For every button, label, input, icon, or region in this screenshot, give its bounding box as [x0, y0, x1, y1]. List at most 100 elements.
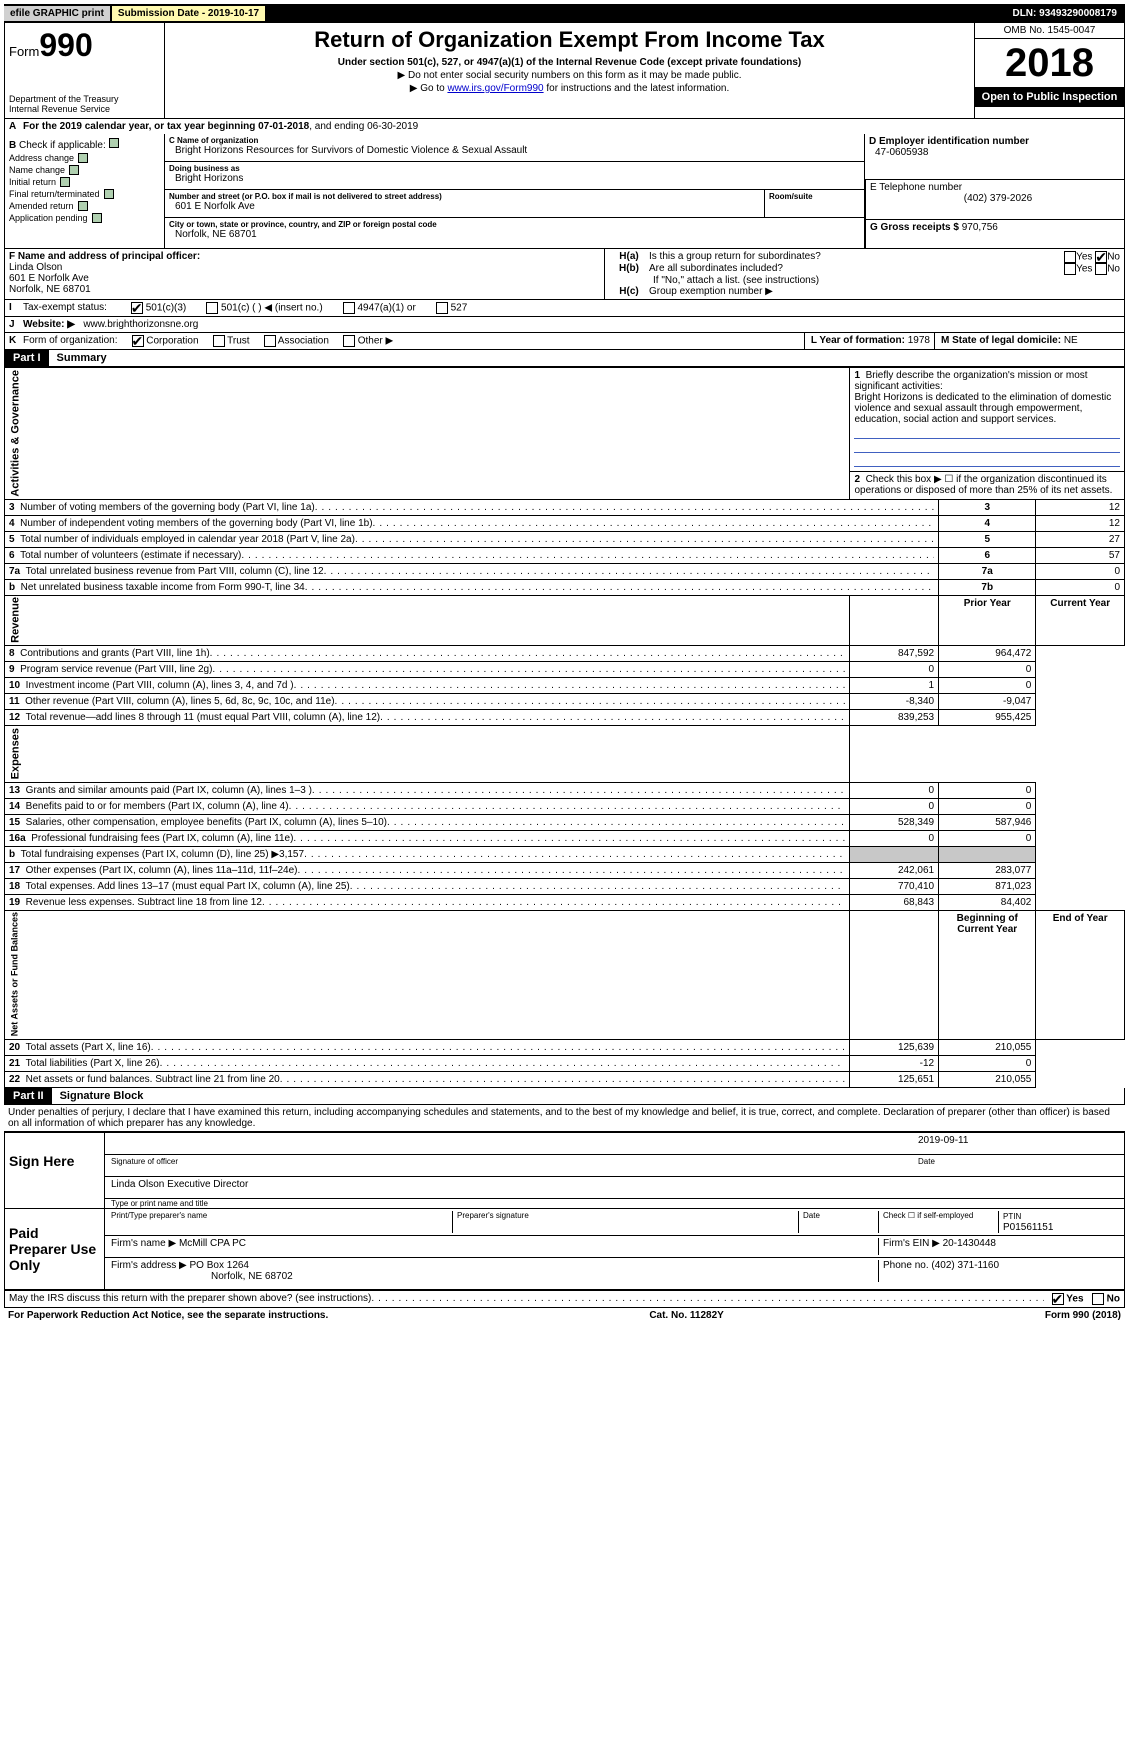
- irs-link[interactable]: www.irs.gov/Form990: [447, 83, 543, 94]
- checkbox-row: Application pending: [9, 213, 160, 223]
- table-row: 6 Total number of volunteers (estimate i…: [5, 547, 1125, 563]
- table-row: 4 Number of independent voting members o…: [5, 515, 1125, 531]
- website-link[interactable]: www.brighthorizonsne.org: [83, 319, 198, 330]
- table-row: 20 Total assets (Part X, line 16) 125,63…: [5, 1040, 1125, 1056]
- checkbox-icon[interactable]: [131, 302, 143, 314]
- perjury-decl: Under penalties of perjury, I declare th…: [4, 1105, 1125, 1131]
- table-row: 14 Benefits paid to or for members (Part…: [5, 798, 1125, 814]
- checkbox-icon[interactable]: [264, 335, 276, 347]
- checkbox-icon[interactable]: [1064, 263, 1076, 275]
- entity-info: B Check if applicable: Address changeNam…: [4, 134, 1125, 249]
- firm-ein: 20-1430448: [943, 1238, 996, 1249]
- officer-printed: Linda Olson Executive Director: [111, 1179, 248, 1196]
- form-title: Return of Organization Exempt From Incom…: [173, 27, 966, 53]
- paid-preparer: Paid Preparer Use Only: [5, 1209, 105, 1289]
- omb-no: OMB No. 1545-0047: [975, 23, 1124, 39]
- checkbox-icon[interactable]: [1064, 251, 1076, 263]
- firm-addr-label: Firm's address ▶: [111, 1260, 187, 1271]
- name-label: Type or print name and title: [105, 1199, 1124, 1208]
- self-employed: Check ☐ if self-employed: [878, 1211, 998, 1233]
- checkbox-icon[interactable]: [69, 165, 79, 175]
- table-row: 13 Grants and similar amounts paid (Part…: [5, 782, 1125, 798]
- checkbox-checked-icon[interactable]: [1052, 1293, 1064, 1305]
- checkbox-icon[interactable]: [132, 335, 144, 347]
- l1-label: Briefly describe the organization's miss…: [854, 370, 1087, 392]
- topbar: efile GRAPHIC print Submission Date - 20…: [4, 4, 1125, 22]
- table-row: b Net unrelated business taxable income …: [5, 579, 1125, 595]
- date-label: Date: [918, 1157, 1118, 1174]
- note-link: ▶ Go to www.irs.gov/Form990 for instruct…: [173, 83, 966, 94]
- j-label: Website: ▶: [23, 319, 75, 330]
- firm-city: Norfolk, NE 68702: [111, 1271, 293, 1282]
- sig-date: 2019-09-11: [918, 1135, 968, 1146]
- phone-label: E Telephone number: [870, 182, 1120, 193]
- ptin: P01561151: [1003, 1222, 1053, 1233]
- table-row: 19 Revenue less expenses. Subtract line …: [5, 894, 1125, 910]
- checkbox-icon[interactable]: [92, 213, 102, 223]
- dln: DLN: 93493290008179: [1012, 8, 1125, 19]
- checkbox-icon[interactable]: [109, 138, 119, 148]
- year-formation: 1978: [908, 335, 930, 346]
- table-row: 9 Program service revenue (Part VIII, li…: [5, 662, 1125, 678]
- mission: Bright Horizons is dedicated to the elim…: [854, 392, 1111, 425]
- gross-label: G Gross receipts $: [870, 222, 959, 233]
- checkbox-icon[interactable]: [104, 189, 114, 199]
- firm-phone: (402) 371-1160: [931, 1260, 999, 1271]
- table-row: 12 Total revenue—add lines 8 through 11 …: [5, 710, 1125, 726]
- checkbox-icon[interactable]: [78, 201, 88, 211]
- checkbox-icon[interactable]: [78, 153, 88, 163]
- table-row: 15 Salaries, other compensation, employe…: [5, 814, 1125, 830]
- dba-label: Doing business as: [169, 164, 860, 173]
- officer-addr2: Norfolk, NE 68701: [9, 284, 600, 295]
- checkbox-icon[interactable]: [206, 302, 218, 314]
- form-header: Form990 Department of the Treasury Inter…: [4, 22, 1125, 119]
- l2: Check this box ▶ ☐ if the organization d…: [854, 474, 1112, 496]
- checkbox-row: Address change: [9, 153, 160, 163]
- firm-name-label: Firm's name ▶: [111, 1238, 176, 1249]
- l-label: L Year of formation:: [811, 335, 905, 346]
- c-name-label: C Name of organization: [169, 136, 860, 145]
- checkbox-row: Final return/terminated: [9, 189, 160, 199]
- checkbox-row: Name change: [9, 165, 160, 175]
- officer-name: Linda Olson: [9, 262, 600, 273]
- checkbox-icon[interactable]: [436, 302, 448, 314]
- prep-name-label: Print/Type preparer's name: [111, 1211, 452, 1233]
- checkbox-icon[interactable]: [60, 177, 70, 187]
- hb-note: If "No," attach a list. (see instruction…: [609, 275, 1120, 286]
- form-number: 990: [39, 27, 92, 63]
- line-a: For the 2019 calendar year, or tax year …: [19, 119, 422, 134]
- side-revenue: Revenue: [5, 595, 850, 646]
- side-activities: Activities & Governance: [5, 368, 850, 500]
- firm-addr: PO Box 1264: [190, 1260, 249, 1271]
- checkbox-icon[interactable]: [343, 302, 355, 314]
- form-word: Form: [9, 44, 39, 59]
- addr-label: Number and street (or P.O. box if mail i…: [169, 192, 760, 201]
- table-row: 8 Contributions and grants (Part VIII, l…: [5, 646, 1125, 662]
- table-row: 5 Total number of individuals employed i…: [5, 531, 1125, 547]
- checkbox-icon[interactable]: [343, 335, 355, 347]
- table-row: 18 Total expenses. Add lines 13–17 (must…: [5, 878, 1125, 894]
- phone: (402) 379-2026: [870, 193, 1120, 204]
- col-prior: Prior Year: [939, 595, 1036, 646]
- checkbox-icon[interactable]: [213, 335, 225, 347]
- checkbox-row: Initial return: [9, 177, 160, 187]
- f-label: F Name and address of principal officer:: [9, 251, 600, 262]
- col-end: End of Year: [1036, 910, 1125, 1039]
- dept: Department of the Treasury: [9, 94, 160, 104]
- table-row: b Total fundraising expenses (Part IX, c…: [5, 846, 1125, 862]
- checkbox-checked-icon[interactable]: [1095, 251, 1107, 263]
- street-addr: 601 E Norfolk Ave: [169, 201, 760, 212]
- gross-receipts: 970,756: [962, 222, 998, 233]
- officer-addr1: 601 E Norfolk Ave: [9, 273, 600, 284]
- footer-right: Form 990 (2018): [1045, 1310, 1121, 1321]
- discuss-question: May the IRS discuss this return with the…: [9, 1293, 371, 1305]
- dba: Bright Horizons: [169, 173, 860, 184]
- footer-mid: Cat. No. 11282Y: [649, 1310, 723, 1321]
- table-row: 10 Investment income (Part VIII, column …: [5, 678, 1125, 694]
- footer-left: For Paperwork Reduction Act Notice, see …: [8, 1310, 328, 1321]
- k-label: Form of organization:: [19, 333, 122, 349]
- checkbox-icon[interactable]: [1092, 1293, 1104, 1305]
- firm-name: McMill CPA PC: [179, 1238, 246, 1249]
- part2-header: Part II: [5, 1088, 52, 1104]
- checkbox-row: Amended return: [9, 201, 160, 211]
